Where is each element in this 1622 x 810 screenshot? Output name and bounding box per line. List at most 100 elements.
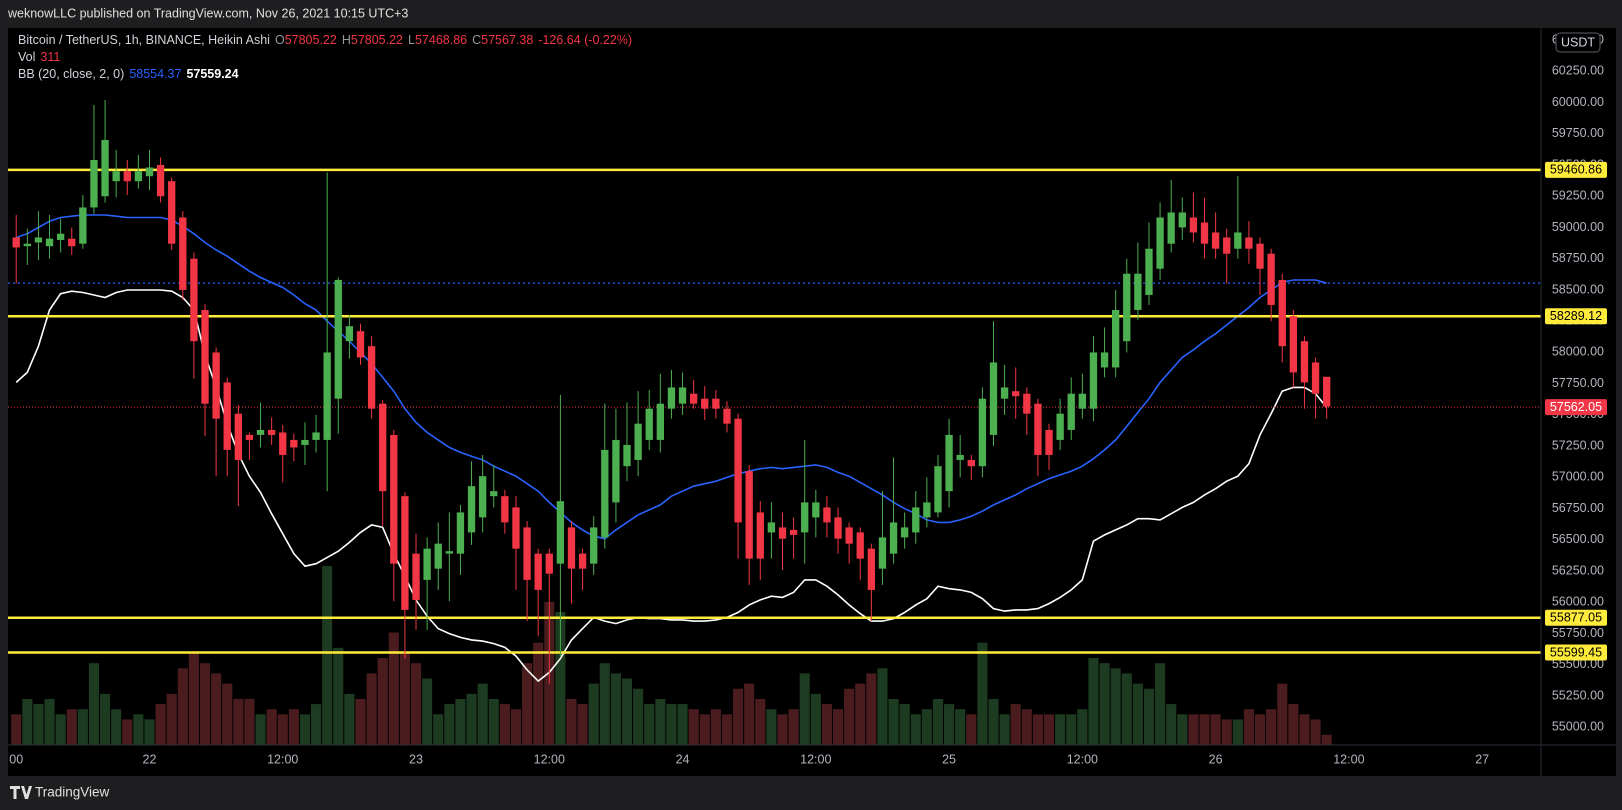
candle-body [12,237,20,248]
x-tick-label: 12:00 [267,752,298,766]
bb-basis-value: 58554.37 [129,67,181,81]
volume-bar [644,704,655,745]
candle-body [867,548,876,590]
candle-body [734,418,742,523]
volume-bar [533,642,544,745]
volume-bar [266,709,277,745]
volume-bar [633,688,644,745]
volume-bar [810,693,821,745]
volume-bar [999,714,1010,745]
candle-body [578,553,587,569]
candle-body [79,207,87,244]
volume-bar [733,688,744,745]
volume-bar [932,698,944,745]
volume-bar [444,704,455,745]
candle-body [889,522,898,554]
volume-bar [1299,714,1310,745]
x-tick-label: 12:00 [534,752,565,766]
volume-bar [22,698,33,745]
last-price-label: 57562.05 [1550,400,1602,414]
volume-bar [1210,714,1221,745]
volume-bar [66,709,77,745]
volume-bar [744,683,755,745]
volume-bar [710,709,721,745]
volume-bar [1032,714,1043,745]
x-tick-label: 24 [676,752,690,766]
candle-body [634,423,642,460]
bb-basis-line [15,214,1327,540]
volume-bar [877,668,888,745]
currency-badge-box[interactable] [1555,32,1601,53]
publisher-line: weknowLLC published on TradingView.com, … [7,6,408,20]
candle-body [412,553,420,600]
volume-bar [666,704,677,745]
volume-bar [1110,668,1121,745]
candle-body [1034,403,1042,455]
candle-body [945,434,953,492]
volume-bar [910,714,921,745]
candle-body [1089,352,1098,409]
open-label: O [275,33,285,47]
level-label-box [1545,609,1607,626]
candle-body [934,466,942,513]
candle-body [1067,393,1075,430]
volume-bar [777,714,788,745]
candle-body [1111,309,1120,368]
volume-bar [155,704,166,745]
candle-body [712,398,720,409]
candle-body [467,486,476,533]
volume-bar [311,704,322,745]
level-label-box [1545,161,1607,178]
currency-badge[interactable]: USDT [1555,32,1601,53]
volume-bar [966,714,977,745]
volume-bar [499,704,510,745]
volume-bar [122,719,133,745]
candle-body [756,512,764,559]
candle-body [923,502,931,518]
logo-icon[interactable] [10,786,32,799]
volume-bar [577,704,588,745]
candle-body [1134,273,1142,310]
x-tick-label: 12:00 [1333,752,1364,766]
candle-body [556,501,565,564]
volume-bar [1166,704,1177,745]
candle-body [745,471,753,559]
price-labels: 59460.86 58289.12 55877.05 55599.45 57562.05 [1545,161,1607,661]
volume-bar [1121,673,1132,745]
volume-bar [1243,709,1254,745]
level-label-box [1545,644,1607,661]
candle-body [612,439,620,503]
candle-body [1278,279,1286,347]
volume-bar [410,663,422,745]
currency-label[interactable]: USDT [1561,35,1595,49]
candle-body [445,551,453,554]
candle-body [723,408,731,424]
candle-body [1167,212,1175,244]
y-tick-label: 60000.00 [1552,95,1604,109]
candle-body [678,387,687,404]
candle-body [290,439,298,448]
volume-bar [399,652,410,745]
volume-bar [1021,709,1032,745]
candle-body [900,527,909,538]
volume-bar [855,683,866,745]
x-tick-label: 26 [1209,752,1223,766]
volume-bar [199,663,211,745]
volume-bar [1088,658,1099,745]
footer-logo[interactable]: TradingView [10,785,110,800]
y-tick-label: 56750.00 [1552,501,1604,515]
x-tick-label: 23 [409,752,423,766]
level-label-box [1545,308,1607,325]
chart-pane [8,28,1616,776]
indicator-label: BB (20, close, 2, 0) [18,67,124,81]
y-tick-label: 55500.00 [1552,657,1604,671]
candle-body [179,217,187,290]
volume-bar [88,663,100,745]
footer-brand[interactable]: TradingView [35,785,110,800]
volume-bar [1232,719,1243,745]
candle-body [656,403,665,440]
volume-bar [1099,663,1110,745]
volume-bar [1143,688,1155,745]
x-tick-label: 25 [942,752,956,766]
bb-lower-line [15,289,1328,683]
